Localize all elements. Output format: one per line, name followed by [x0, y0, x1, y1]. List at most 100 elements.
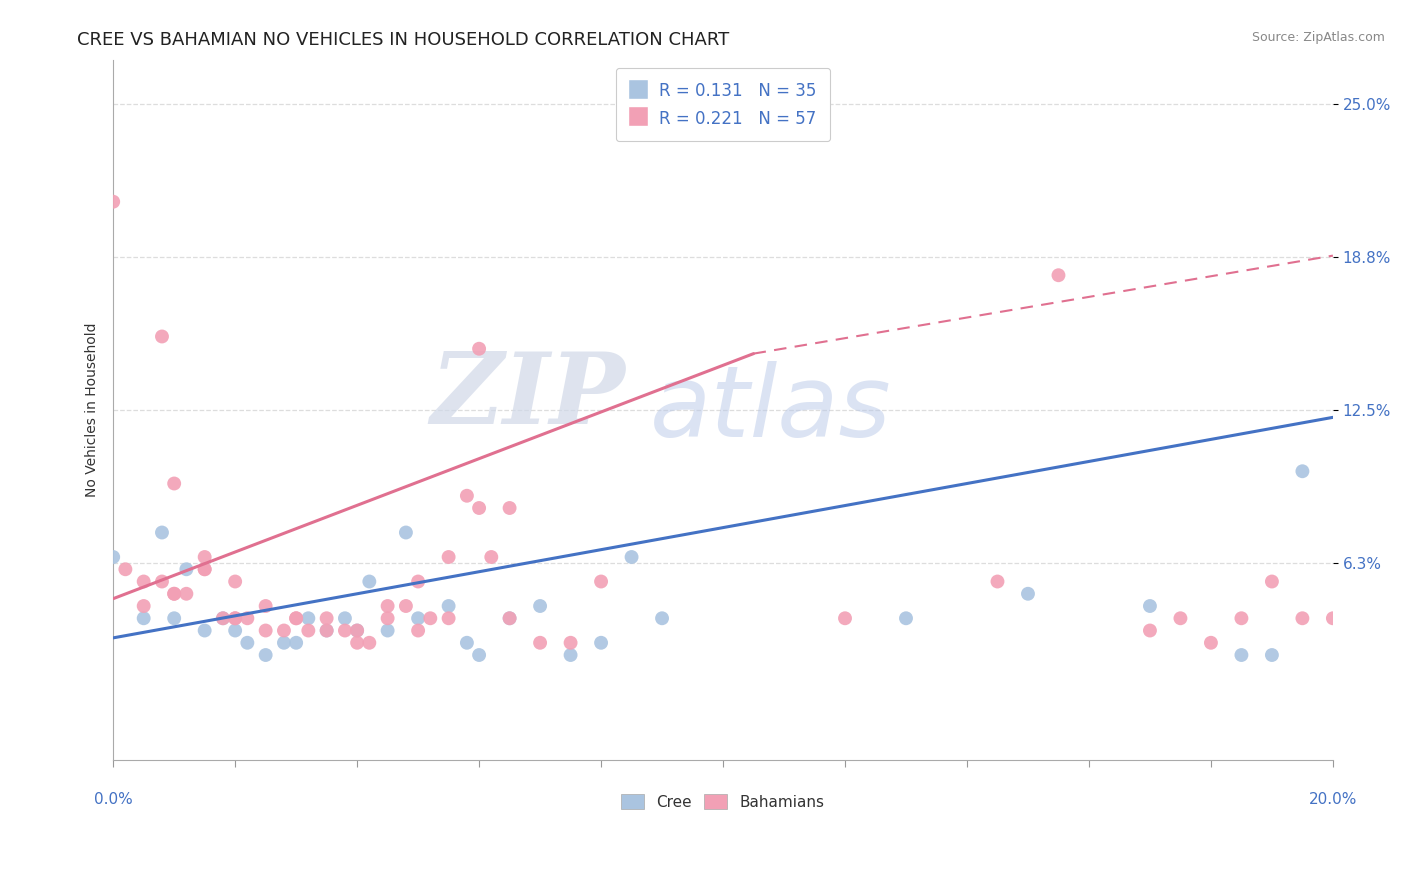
- Point: [236, 636, 259, 650]
- Point: [150, 574, 173, 589]
- Point: [163, 476, 186, 491]
- Point: [437, 599, 460, 613]
- Point: [651, 611, 673, 625]
- Text: ZIP: ZIP: [430, 348, 626, 444]
- Point: [498, 501, 520, 516]
- Text: atlas: atlas: [650, 361, 891, 458]
- Point: [1139, 599, 1161, 613]
- Point: [333, 624, 356, 638]
- Point: [1170, 611, 1192, 625]
- Point: [176, 562, 198, 576]
- Point: [1261, 648, 1284, 662]
- Point: [103, 194, 125, 209]
- Point: [377, 599, 399, 613]
- Point: [359, 574, 381, 589]
- Point: [114, 562, 136, 576]
- Point: [346, 636, 368, 650]
- Point: [236, 611, 259, 625]
- Point: [456, 636, 478, 650]
- Point: [150, 525, 173, 540]
- Point: [224, 611, 246, 625]
- Point: [1230, 648, 1253, 662]
- Point: [1291, 464, 1313, 478]
- Point: [560, 636, 582, 650]
- Point: [498, 611, 520, 625]
- Point: [224, 611, 246, 625]
- Point: [468, 648, 491, 662]
- Point: [1047, 268, 1070, 283]
- Point: [377, 624, 399, 638]
- Point: [834, 611, 856, 625]
- Point: [194, 549, 217, 564]
- Point: [1261, 574, 1284, 589]
- Point: [194, 624, 217, 638]
- Point: [620, 549, 643, 564]
- Point: [254, 624, 277, 638]
- Text: CREE VS BAHAMIAN NO VEHICLES IN HOUSEHOLD CORRELATION CHART: CREE VS BAHAMIAN NO VEHICLES IN HOUSEHOL…: [77, 31, 730, 49]
- Point: [1139, 624, 1161, 638]
- Text: Source: ZipAtlas.com: Source: ZipAtlas.com: [1251, 31, 1385, 45]
- Point: [285, 611, 308, 625]
- Point: [163, 587, 186, 601]
- Point: [395, 525, 418, 540]
- Y-axis label: No Vehicles in Household: No Vehicles in Household: [86, 323, 100, 497]
- Point: [986, 574, 1008, 589]
- Point: [406, 574, 429, 589]
- Point: [315, 624, 337, 638]
- Point: [224, 574, 246, 589]
- Text: 20.0%: 20.0%: [1309, 792, 1357, 807]
- Point: [377, 611, 399, 625]
- Point: [254, 599, 277, 613]
- Point: [468, 342, 491, 356]
- Point: [212, 611, 235, 625]
- Point: [1017, 587, 1039, 601]
- Point: [591, 636, 613, 650]
- Point: [333, 611, 356, 625]
- Point: [163, 611, 186, 625]
- Point: [346, 624, 368, 638]
- Point: [132, 611, 155, 625]
- Text: 0.0%: 0.0%: [94, 792, 132, 807]
- Point: [285, 636, 308, 650]
- Point: [150, 329, 173, 343]
- Point: [315, 611, 337, 625]
- Point: [297, 624, 319, 638]
- Point: [1322, 611, 1344, 625]
- Point: [315, 624, 337, 638]
- Point: [346, 624, 368, 638]
- Point: [406, 624, 429, 638]
- Point: [273, 624, 295, 638]
- Point: [1230, 611, 1253, 625]
- Point: [498, 611, 520, 625]
- Point: [194, 562, 217, 576]
- Point: [1291, 611, 1313, 625]
- Point: [437, 549, 460, 564]
- Point: [132, 574, 155, 589]
- Point: [406, 611, 429, 625]
- Point: [468, 501, 491, 516]
- Point: [359, 636, 381, 650]
- Point: [285, 611, 308, 625]
- Point: [224, 624, 246, 638]
- Point: [103, 549, 125, 564]
- Point: [894, 611, 917, 625]
- Point: [479, 549, 502, 564]
- Point: [212, 611, 235, 625]
- Point: [297, 611, 319, 625]
- Legend: Cree, Bahamians: Cree, Bahamians: [616, 788, 831, 816]
- Point: [591, 574, 613, 589]
- Point: [194, 562, 217, 576]
- Point: [529, 599, 551, 613]
- Point: [437, 611, 460, 625]
- Point: [132, 599, 155, 613]
- Point: [529, 636, 551, 650]
- Point: [560, 648, 582, 662]
- Point: [254, 648, 277, 662]
- Point: [163, 587, 186, 601]
- Point: [456, 489, 478, 503]
- Point: [1199, 636, 1222, 650]
- Point: [273, 636, 295, 650]
- Point: [419, 611, 441, 625]
- Point: [176, 587, 198, 601]
- Point: [395, 599, 418, 613]
